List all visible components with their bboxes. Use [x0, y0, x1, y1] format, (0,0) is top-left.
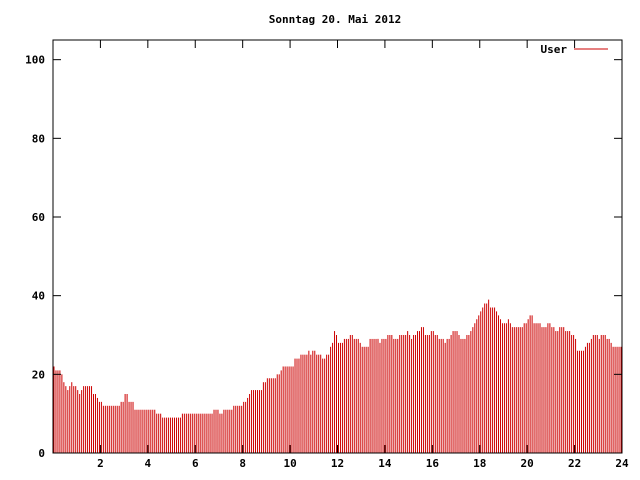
x-tick-label: 8	[239, 457, 246, 470]
legend-label-user: User	[541, 43, 568, 56]
bars-group	[53, 299, 622, 453]
x-tick-label: 24	[615, 457, 629, 470]
y-tick-label: 0	[38, 447, 45, 460]
y-tick-label: 100	[25, 54, 45, 67]
x-tick-label: 12	[331, 457, 344, 470]
x-tick-label: 4	[145, 457, 152, 470]
legend: User	[541, 43, 608, 56]
x-tick-label: 6	[192, 457, 199, 470]
y-tick-label: 20	[32, 368, 45, 381]
y-tick-label: 40	[32, 290, 45, 303]
x-tick-label: 22	[568, 457, 581, 470]
x-tick-label: 14	[378, 457, 392, 470]
x-tick-label: 2	[97, 457, 104, 470]
y-tick-label: 80	[32, 132, 45, 145]
y-tick-label: 60	[32, 211, 45, 224]
x-tick-label: 20	[521, 457, 534, 470]
x-tick-label: 16	[426, 457, 440, 470]
x-tick-label: 18	[473, 457, 486, 470]
chart-title: Sonntag 20. Mai 2012	[269, 13, 401, 26]
x-tick-label: 10	[283, 457, 296, 470]
